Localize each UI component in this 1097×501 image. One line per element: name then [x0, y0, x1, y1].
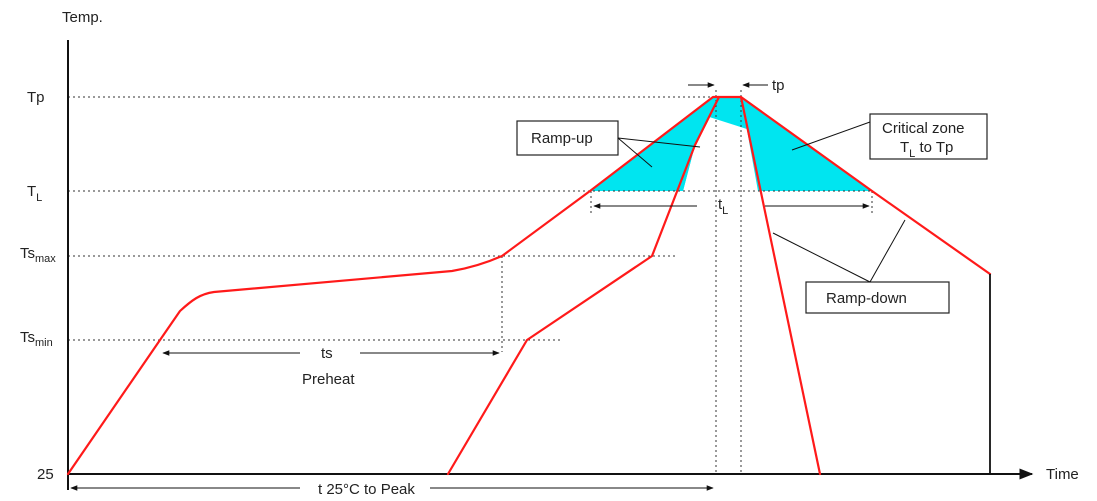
tsmin-level-label: Tsmin	[20, 329, 53, 349]
tp-level-label: Tp	[27, 89, 45, 106]
critical-zone-label-2: TL to Tp	[900, 139, 953, 160]
ramp-up-callout-label: Ramp-up	[531, 130, 593, 147]
tp-time-label: tp	[772, 77, 785, 94]
ramp-down-callout-label: Ramp-down	[826, 290, 907, 307]
critical-zone-label-1: Critical zone	[882, 120, 965, 137]
ramp-up-leader-1	[617, 137, 653, 168]
ramp-down-callout-box	[805, 281, 950, 314]
t25-to-peak-label: t 25°C to Peak	[318, 481, 415, 498]
ts-time-label: ts	[321, 345, 333, 362]
x-axis-title: Time	[1046, 466, 1079, 483]
second-profile-curve	[446, 95, 721, 476]
critical-zone-leader	[791, 121, 871, 151]
ramp-up-callout-box	[516, 120, 619, 156]
critical-zone-callout-box	[869, 113, 988, 160]
ramp-down-leader-1	[869, 219, 906, 283]
reflow-profile-curve	[66, 95, 992, 476]
tl-level-label: TL	[27, 183, 42, 204]
ramp-down-leader-2	[772, 232, 871, 283]
base-temp-label: 25	[37, 466, 54, 483]
tsmax-level-label: Tsmax	[20, 245, 56, 265]
tl-time-label: tL	[718, 196, 728, 217]
ramp-down-line	[739, 95, 822, 476]
preheat-label: Preheat	[302, 371, 355, 388]
y-axis-title: Temp.	[62, 9, 103, 26]
ramp-up-leader-2	[617, 137, 701, 148]
